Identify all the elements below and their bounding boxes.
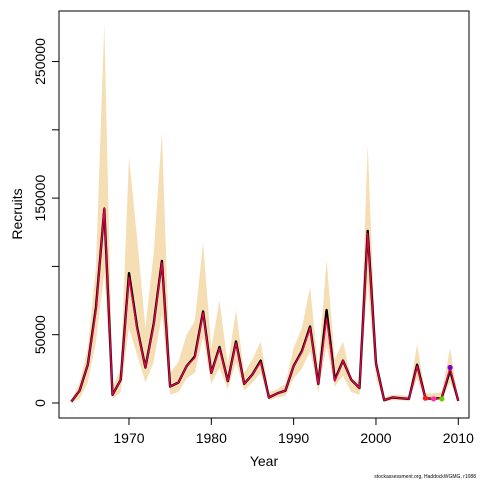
marker-2007: [431, 396, 437, 402]
x-tick-label-1970: 1970: [113, 430, 144, 446]
x-tick-label-1980: 1980: [196, 430, 227, 446]
marker-2009: [447, 364, 453, 371]
y-tick-label-250000: 250000: [32, 38, 48, 85]
confidence-band: [71, 23, 459, 404]
x-axis-title: Year: [250, 453, 279, 469]
x-tick-label-1990: 1990: [278, 430, 309, 446]
retrospective-line: [70, 206, 459, 403]
series-line-layer: [70, 206, 460, 403]
x-tick-label-2000: 2000: [360, 430, 391, 446]
y-tick-label-0: 0: [32, 399, 48, 407]
credit-annotation: stockassessment.org, HaddockWGMG, r1088: [374, 474, 476, 480]
y-axis: 0 50000 150000 250000: [32, 38, 59, 407]
x-tick-label-2010: 2010: [443, 430, 474, 446]
x-axis: 1970 1980 1990 2000 2010: [113, 418, 474, 446]
y-tick-label-50000: 50000: [32, 315, 48, 354]
marker-2006: [422, 395, 428, 401]
y-tick-label-150000: 150000: [32, 175, 48, 222]
y-axis-title: Recruits: [9, 188, 25, 239]
marker-layer: [422, 364, 453, 402]
confidence-band-layer: [71, 23, 459, 404]
plot-frame: [58, 10, 470, 419]
marker-2008: [439, 396, 445, 402]
